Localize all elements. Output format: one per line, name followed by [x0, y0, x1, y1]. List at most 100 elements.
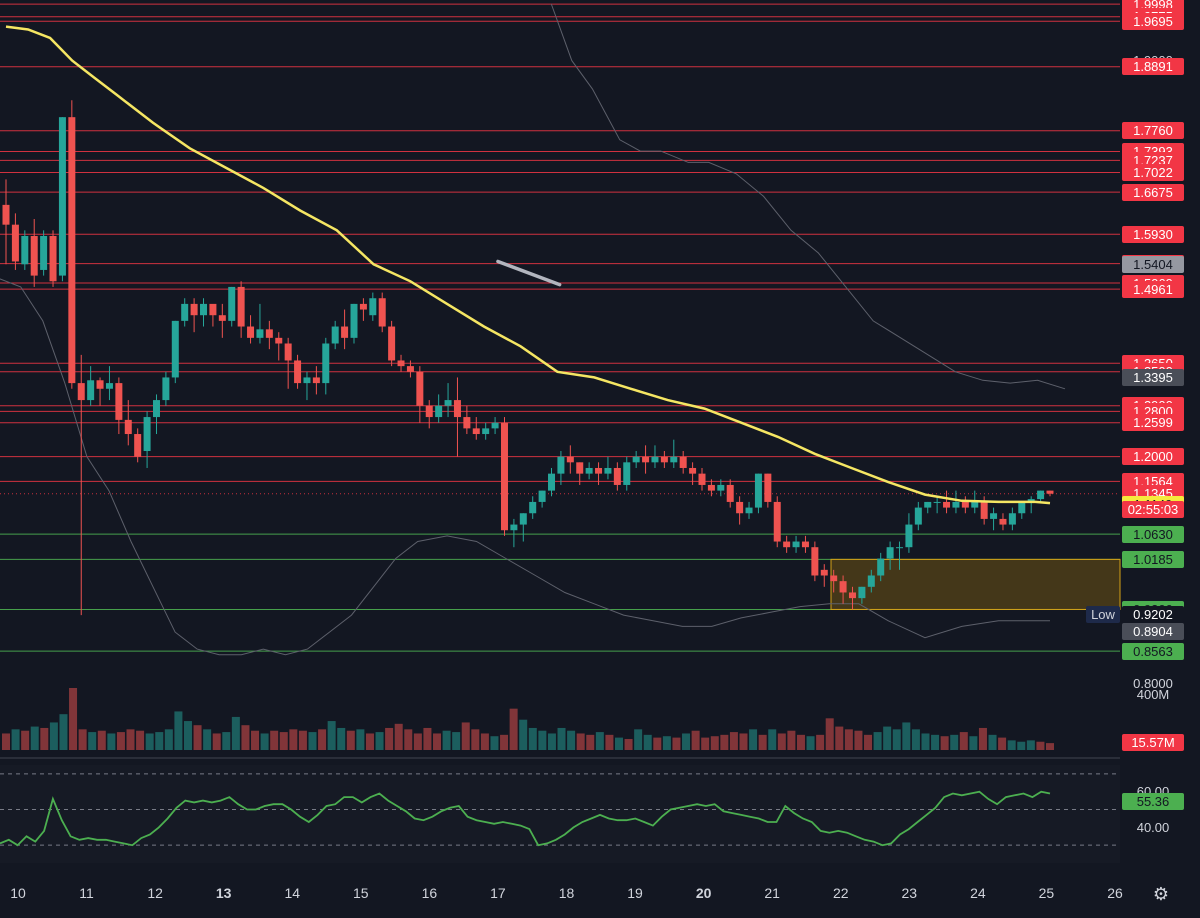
time-axis-tick: 17: [490, 885, 506, 901]
candle-body: [58, 117, 66, 276]
candle-body: [341, 326, 349, 338]
volume-bar: [78, 729, 87, 750]
volume-bar: [490, 736, 499, 750]
time-axis-tick: 18: [558, 885, 575, 901]
volume-bar: [557, 727, 566, 750]
candle-body: [77, 383, 85, 401]
candle-body: [990, 513, 998, 519]
volume-bar: [30, 726, 39, 750]
time-axis-tick: 26: [1107, 885, 1123, 901]
candle-body: [435, 405, 443, 418]
candle-body: [858, 586, 866, 599]
volume-bar: [279, 732, 288, 750]
volume-bar: [624, 738, 633, 750]
candle-body: [312, 377, 320, 384]
volume-bar: [21, 730, 30, 750]
candle-body: [905, 524, 913, 548]
volume-bar: [442, 730, 451, 750]
candle-body: [679, 456, 687, 468]
candle-body: [294, 360, 302, 384]
candle-body: [529, 501, 537, 514]
volume-bar: [423, 727, 432, 750]
candle-body: [670, 456, 678, 463]
candle-body: [726, 484, 734, 502]
volume-bar: [480, 733, 489, 750]
volume-axis-tick: 400M: [1136, 687, 1170, 703]
volume-bar: [327, 721, 336, 750]
candle-body: [463, 417, 471, 429]
candle-body: [228, 286, 236, 321]
volume-bar: [260, 733, 269, 750]
candle-body: [595, 467, 603, 474]
candle-body: [1037, 490, 1045, 500]
volume-bar: [634, 729, 643, 750]
volume-bar: [270, 730, 279, 750]
volume-bar: [49, 722, 58, 750]
volume-bar: [816, 734, 825, 750]
volume-bar: [289, 729, 298, 750]
volume-bar: [864, 734, 873, 750]
volume-bar: [710, 736, 719, 750]
price-level-label: 1.4961: [1122, 280, 1184, 298]
candle-body: [1027, 499, 1035, 502]
candle-body: [331, 326, 339, 344]
price-level-label: 0.9202: [1122, 606, 1184, 624]
volume-bar: [1046, 743, 1054, 750]
candle-body: [124, 419, 132, 435]
candle-body: [444, 400, 452, 406]
volume-bar: [528, 727, 537, 750]
volume-bar: [605, 734, 614, 750]
volume-bar: [97, 730, 106, 750]
candle-body: [134, 434, 142, 457]
volume-bar: [806, 736, 815, 750]
candle-body: [848, 592, 856, 599]
time-axis-tick: 14: [284, 885, 301, 901]
volume-bar: [854, 730, 863, 750]
candle-body: [472, 428, 480, 435]
rsi-panel-background: [0, 765, 1120, 863]
price-level-label: 1.9695: [1122, 12, 1184, 30]
candle-body: [585, 467, 593, 474]
volume-bar: [461, 722, 470, 750]
volume-bar: [193, 725, 202, 750]
price-level-label: 1.2599: [1122, 414, 1184, 432]
volume-bar: [11, 729, 20, 750]
bollinger-lower-band: [0, 278, 1050, 656]
volume-bar: [413, 733, 422, 750]
candle-body: [773, 501, 781, 542]
time-axis-tick: 19: [627, 885, 643, 901]
time-axis-tick: 12: [147, 885, 163, 901]
candle-body: [604, 467, 612, 474]
candle-body: [745, 507, 753, 514]
volume-bar: [768, 729, 777, 750]
rsi-current-label: 55.36: [1122, 793, 1184, 811]
volume-bar: [164, 729, 173, 750]
volume-bar: [777, 733, 786, 750]
candle-body: [378, 298, 386, 327]
candle-body: [801, 541, 809, 548]
volume-bar: [902, 722, 911, 750]
candle-body: [68, 117, 76, 384]
candle-body: [613, 467, 621, 485]
candle-body: [284, 343, 292, 361]
candle-body: [999, 518, 1007, 525]
volume-bar: [959, 732, 968, 750]
volume-bar: [576, 733, 585, 750]
volume-bar: [1007, 740, 1016, 750]
low-marker-label: Low: [1086, 606, 1120, 624]
volume-bar: [2, 733, 10, 750]
candle-body: [256, 329, 264, 338]
candle-body: [247, 326, 255, 338]
volume-bar: [988, 734, 997, 750]
volume-bar: [883, 726, 892, 750]
price-level-label: 1.0185: [1122, 550, 1184, 568]
candle-body: [190, 303, 198, 316]
settings-gear-icon[interactable]: ⚙: [1152, 884, 1170, 904]
candle-body: [96, 380, 104, 389]
candle-body: [218, 315, 226, 321]
candle-body: [453, 400, 461, 418]
volume-bar: [969, 736, 978, 750]
volume-bar: [69, 688, 78, 750]
volume-bar: [835, 726, 844, 750]
